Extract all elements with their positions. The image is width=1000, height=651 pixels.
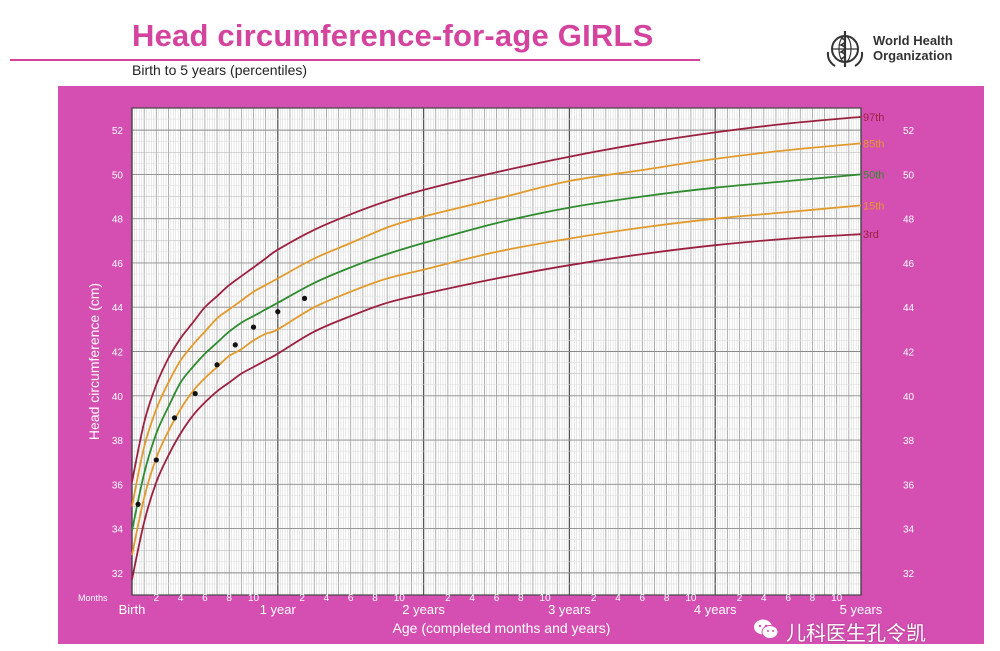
data-point [214, 362, 220, 368]
data-point [153, 457, 159, 463]
x-tick-label: 10 [685, 593, 697, 604]
x-tick-label: 3 years [548, 602, 591, 617]
x-tick-label: 8 [810, 593, 816, 604]
y-tick-label-right: 38 [903, 436, 915, 447]
percentile-line-50th [131, 173, 862, 531]
x-tick-label: 2 [154, 593, 160, 604]
who-logo-icon [826, 31, 864, 67]
y-tick-label-left: 48 [112, 215, 124, 226]
chart-subtitle: Birth to 5 years (percentiles) [132, 62, 308, 78]
x-axis-label: Age (completed months and years) [393, 620, 611, 636]
x-tick-label: 2 years [402, 602, 445, 617]
y-tick-label-left: 34 [112, 525, 124, 536]
y-tick-label-right: 52 [903, 126, 915, 137]
grid-lines [131, 107, 862, 596]
x-tick-label: 4 [324, 593, 330, 604]
y-tick-label-left: 32 [112, 569, 124, 580]
data-point [171, 415, 178, 421]
x-tick-label: 2 [737, 593, 743, 604]
x-tick-label: 6 [640, 593, 646, 604]
title-underline [10, 59, 700, 61]
y-tick-label-left: 36 [112, 480, 124, 491]
chart-title: Head circumference-for-age GIRLS [132, 18, 654, 53]
series-label-85th: 85th [863, 138, 884, 150]
y-tick-label-right: 50 [903, 170, 915, 181]
x-tick-label: 4 [761, 593, 767, 604]
y-tick-label-left: 52 [112, 126, 124, 137]
y-axis-label: Head circumference (cm) [86, 283, 102, 440]
data-point [135, 501, 141, 507]
x-tick-label: 4 [615, 593, 621, 604]
data-point [275, 309, 281, 315]
x-tick-label: 2 [591, 593, 597, 604]
x-tick-label: 2 [299, 593, 305, 604]
y-tick-label-right: 48 [903, 215, 915, 226]
series-label-15th: 15th [863, 200, 884, 212]
y-tick-label-left: 46 [112, 259, 124, 270]
x-tick-label: 6 [494, 593, 500, 604]
x-tick-label: 4 years [694, 602, 737, 617]
data-point [250, 324, 257, 330]
x-tick-label: 8 [372, 593, 378, 604]
y-tick-label-left: 44 [112, 303, 124, 314]
y-tick-label-right: 40 [903, 392, 915, 403]
series-label-97th: 97th [863, 112, 884, 124]
x-tick-label: 6 [348, 593, 354, 604]
watermark-text: 儿科医生孔令凯 [786, 623, 926, 645]
plot-border [131, 107, 862, 596]
x-tick-label: 4 [469, 593, 475, 604]
percentile-line-3rd [131, 233, 862, 580]
organization-name: World Health Organization [873, 33, 953, 63]
x-tick-label: Birth [119, 602, 146, 617]
y-tick-label-left: 50 [112, 170, 124, 181]
percentile-line-85th [131, 142, 862, 507]
y-tick-label-left: 42 [112, 348, 124, 359]
wechat-icon [754, 619, 779, 639]
series-label-50th: 50th [863, 169, 884, 181]
x-tick-label: 6 [202, 593, 208, 604]
series-label-3rd: 3rd [863, 229, 879, 241]
x-tick-label: 10 [248, 593, 260, 604]
y-tick-label-left: 38 [112, 436, 124, 447]
y-tick-label-right: 36 [903, 480, 915, 491]
y-tick-label-right: 46 [903, 259, 915, 270]
x-tick-label: 4 [178, 593, 184, 604]
x-tick-label: 10 [540, 593, 552, 604]
y-tick-label-right: 32 [903, 569, 915, 580]
x-tick-label: 1 year [260, 602, 297, 617]
y-tick-label-right: 42 [903, 348, 915, 359]
y-tick-label-right: 44 [903, 303, 915, 314]
x-units-label: Months [78, 593, 108, 603]
y-tick-label-right: 34 [903, 525, 915, 536]
x-tick-label: 8 [226, 593, 232, 604]
x-tick-label: 8 [664, 593, 670, 604]
x-tick-label: 10 [394, 593, 406, 604]
data-point [232, 342, 238, 348]
percentile-line-97th [131, 116, 862, 483]
x-tick-label: 5 years [840, 602, 883, 617]
data-point [301, 295, 308, 301]
x-tick-label: 2 [445, 593, 451, 604]
x-tick-label: 6 [785, 593, 791, 604]
data-point [192, 390, 198, 397]
y-tick-label-left: 40 [112, 392, 124, 403]
percentile-line-15th [131, 204, 862, 556]
x-tick-label: 10 [831, 593, 843, 604]
x-tick-label: 8 [518, 593, 524, 604]
